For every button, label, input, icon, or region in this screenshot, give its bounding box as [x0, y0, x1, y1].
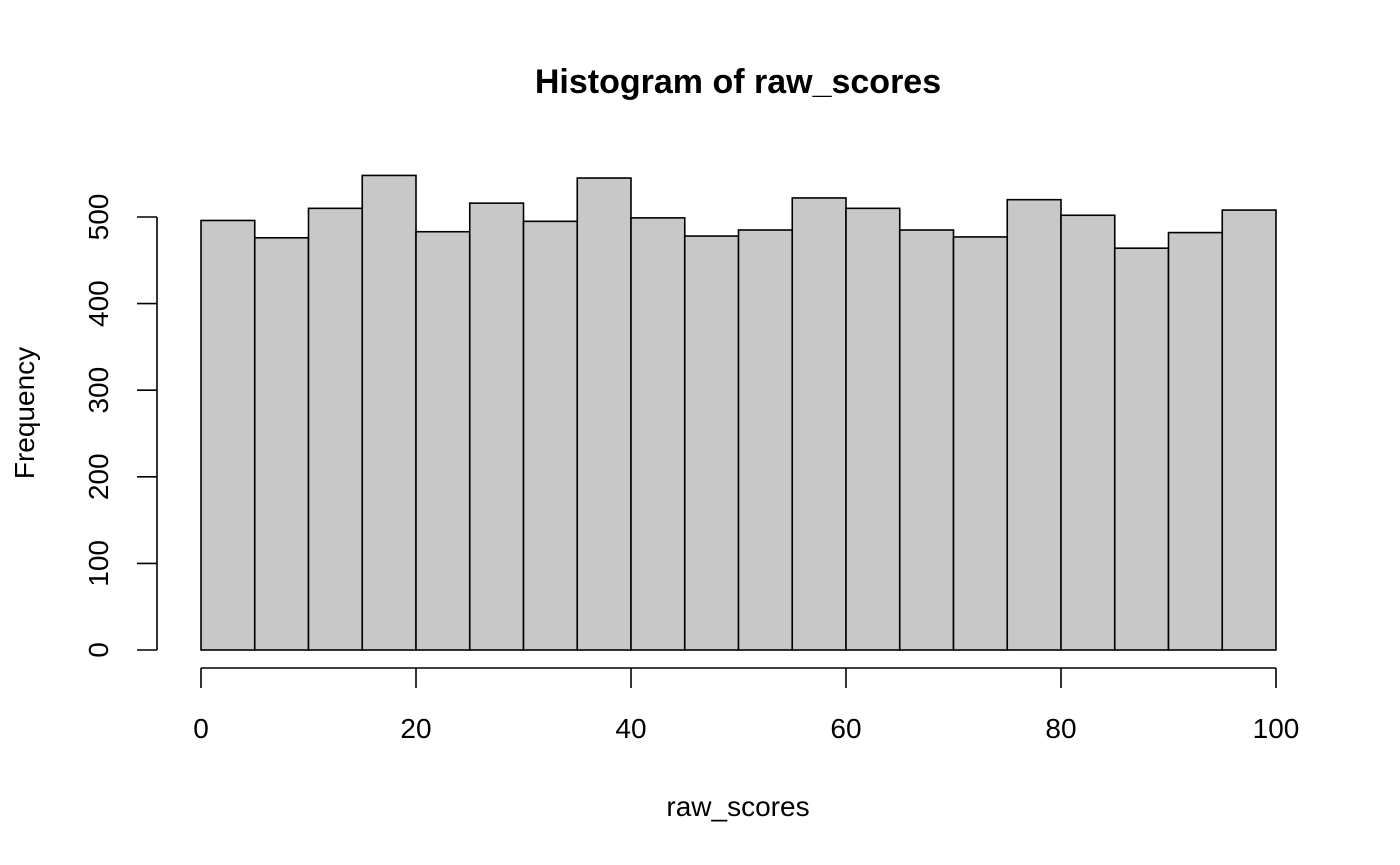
x-tick-label: 40 — [615, 713, 646, 744]
x-tick-label: 80 — [1045, 713, 1076, 744]
histogram-bar — [253, 236, 310, 651]
histogram-bar — [1221, 209, 1277, 651]
histogram-bar — [200, 219, 256, 651]
chart-title: Histogram of raw_scores — [535, 63, 941, 101]
y-axis: 0 100 200 300 400 500 — [83, 194, 158, 658]
y-tick-label: 200 — [83, 453, 114, 500]
histogram-bar — [952, 236, 1009, 651]
y-axis-label: Frequency — [9, 347, 40, 479]
histogram-bar — [1167, 231, 1224, 651]
histogram-bar — [576, 177, 632, 651]
histogram-bar — [307, 207, 364, 651]
histogram-bar — [630, 217, 686, 651]
y-tick-label: 100 — [83, 540, 114, 587]
x-tick-label: 60 — [830, 713, 861, 744]
histogram-bar — [1006, 198, 1062, 651]
histogram-bar — [415, 230, 471, 651]
histogram-bar — [737, 229, 794, 651]
y-tick-label: 400 — [83, 280, 114, 327]
y-tick-label: 300 — [83, 367, 114, 414]
histogram-bar — [468, 202, 525, 651]
y-tick-label: 0 — [83, 642, 114, 658]
x-tick-label: 100 — [1253, 713, 1300, 744]
histogram-bar — [845, 207, 901, 651]
bars-group — [200, 174, 1277, 651]
histogram-bar — [1113, 247, 1170, 651]
histogram-bar — [1060, 214, 1116, 651]
histogram-bar — [898, 229, 955, 651]
histogram-bar — [683, 235, 740, 651]
histogram-bar — [791, 197, 847, 651]
histogram-bar — [361, 174, 417, 651]
y-tick-label: 500 — [83, 194, 114, 241]
x-axis-label: raw_scores — [666, 791, 809, 822]
x-tick-label: 20 — [400, 713, 431, 744]
x-axis: 0 20 40 60 80 100 — [193, 667, 1300, 744]
histogram-bar — [522, 220, 579, 651]
x-tick-label: 0 — [193, 713, 209, 744]
